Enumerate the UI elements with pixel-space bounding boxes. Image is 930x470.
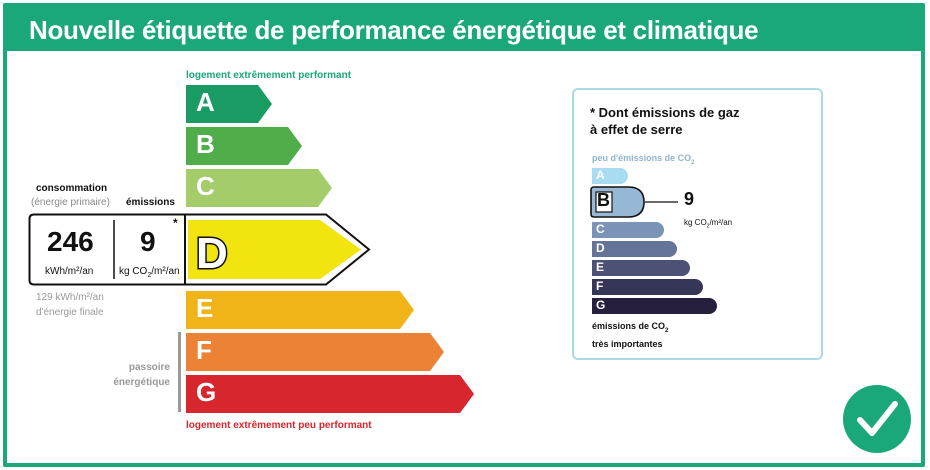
emissions-unit: kg CO2/m²/an bbox=[119, 266, 180, 279]
energy-letter-e: E bbox=[196, 293, 214, 323]
energy-letter-a: A bbox=[196, 87, 215, 117]
energy-letter-g: G bbox=[196, 377, 217, 407]
ges-low-note: peu d'émissions de CO2 bbox=[592, 153, 695, 166]
ges-bar-c: C bbox=[592, 222, 664, 238]
ges-value: 9 bbox=[684, 189, 695, 209]
consumption-value: 246 bbox=[47, 226, 94, 257]
energy-letter-b: B bbox=[196, 129, 215, 159]
final-energy-line1: 129 kWh/m²/an bbox=[36, 292, 104, 303]
energy-bar-a: A bbox=[186, 85, 274, 123]
ges-title: * Dont émissions de gaz à effet de serre bbox=[590, 105, 740, 137]
ges-high-note: émissions de CO2 très importantes bbox=[592, 321, 669, 349]
ges-bar-b-current: B bbox=[590, 186, 678, 218]
energy-bar-g: G bbox=[186, 375, 476, 413]
energy-bar-c: C bbox=[186, 169, 334, 207]
energy-letter-c: C bbox=[196, 171, 215, 201]
header-bar: Nouvelle étiquette de performance énergé… bbox=[7, 7, 921, 51]
consumption-sublabel: (énergie primaire) bbox=[31, 197, 110, 208]
page-title: Nouvelle étiquette de performance énergé… bbox=[29, 15, 759, 45]
ges-bar-e: E bbox=[592, 260, 690, 276]
ges-bar-f: F bbox=[592, 279, 703, 295]
energy-letter-f: F bbox=[196, 335, 212, 365]
consumption-label: consommation bbox=[36, 183, 108, 194]
passoire-label: passoire énergétique bbox=[113, 362, 170, 388]
final-energy-line2: d'énergie finale bbox=[36, 307, 104, 318]
ges-bar-g: G bbox=[592, 298, 717, 314]
energy-letter-d: D bbox=[196, 229, 228, 278]
ges-letter-b: B bbox=[597, 190, 610, 210]
energy-bar-f: F bbox=[186, 333, 446, 371]
passoire-bracket bbox=[178, 332, 181, 412]
label-frame: Nouvelle étiquette de performance énergé… bbox=[3, 3, 925, 467]
emissions-label: émissions bbox=[126, 197, 175, 208]
energy-bottom-note: logement extrêmement peu performant bbox=[186, 420, 372, 431]
ges-unit: kg CO2/m²/an bbox=[684, 218, 733, 230]
ges-bar-a: A bbox=[592, 168, 628, 184]
check-icon bbox=[843, 385, 911, 453]
energy-bar-b: B bbox=[186, 127, 304, 165]
consumption-unit: kWh/m²/an bbox=[45, 266, 94, 277]
energy-top-note: logement extrêmement performant bbox=[186, 70, 352, 81]
energy-bar-e: E bbox=[186, 291, 416, 329]
ges-panel: * Dont émissions de gaz à effet de serre… bbox=[572, 88, 823, 360]
current-class-box: D 246 kWh/m²/an 9 kg CO2/m²/an * bbox=[28, 213, 372, 286]
emissions-asterisk: * bbox=[173, 216, 178, 230]
ges-bar-d: D bbox=[592, 241, 677, 257]
emissions-value: 9 bbox=[140, 226, 156, 257]
